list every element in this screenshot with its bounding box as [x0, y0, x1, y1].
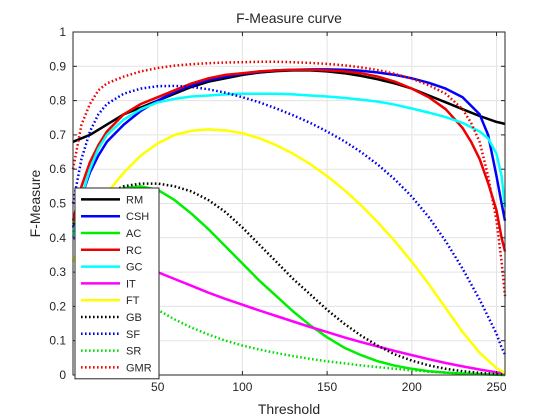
series-line-rc — [71, 68, 507, 252]
legend-label-sf: SF — [126, 329, 140, 341]
y-tick-label: 1 — [59, 25, 66, 39]
y-tick-label: 0.3 — [49, 265, 66, 279]
y-tick-label: 0.2 — [49, 299, 66, 313]
x-tick-label: 50 — [151, 380, 165, 394]
series-line-sr — [71, 230, 506, 377]
series-line-gc — [71, 92, 507, 239]
legend-label-csh: CSH — [126, 211, 149, 223]
legend-label-rc: RC — [126, 245, 142, 257]
legend: RM CSH AC RC GC IT FT GB SF SR GMR — [74, 187, 160, 380]
y-tick-label: 0.5 — [49, 197, 66, 211]
series-line-gmr — [71, 60, 507, 297]
x-tick-label: 100 — [232, 380, 252, 394]
x-tick-label: 200 — [402, 380, 422, 394]
legend-label-ac: AC — [126, 228, 141, 240]
series-line-gb — [72, 182, 506, 376]
y-tick-label: 0.8 — [49, 94, 66, 108]
y-tick-label: 0.7 — [49, 128, 66, 142]
legend-label-it: IT — [126, 278, 136, 290]
y-tick-label: 0.9 — [49, 59, 66, 73]
series-line-ft — [71, 128, 506, 375]
x-axis-label: Threshold — [258, 401, 320, 417]
y-axis-label: F-Measure — [27, 169, 43, 237]
y-tick-label: 0 — [59, 368, 66, 382]
x-tick-label: 250 — [487, 380, 507, 394]
chart-title: F-Measure curve — [236, 10, 342, 26]
legend-label-ft: FT — [126, 295, 140, 307]
legend-label-gb: GB — [126, 312, 142, 324]
legend-label-gmr: GMR — [126, 362, 152, 374]
axes: 50 100 150 200 250 0 0.1 0.2 0.3 0.4 0.5 0.6 0.7 0.8 0… — [49, 25, 507, 394]
legend-label-rm: RM — [126, 194, 143, 206]
x-tick-label: 150 — [317, 380, 337, 394]
legend-label-gc: GC — [126, 262, 143, 274]
y-tick-label: 0.4 — [49, 231, 66, 245]
y-tick-label: 0.6 — [49, 162, 66, 176]
series-line-sf — [71, 84, 507, 355]
series-lines — [71, 60, 507, 377]
y-tick-label: 0.1 — [49, 334, 66, 348]
legend-label-sr: SR — [126, 346, 141, 358]
